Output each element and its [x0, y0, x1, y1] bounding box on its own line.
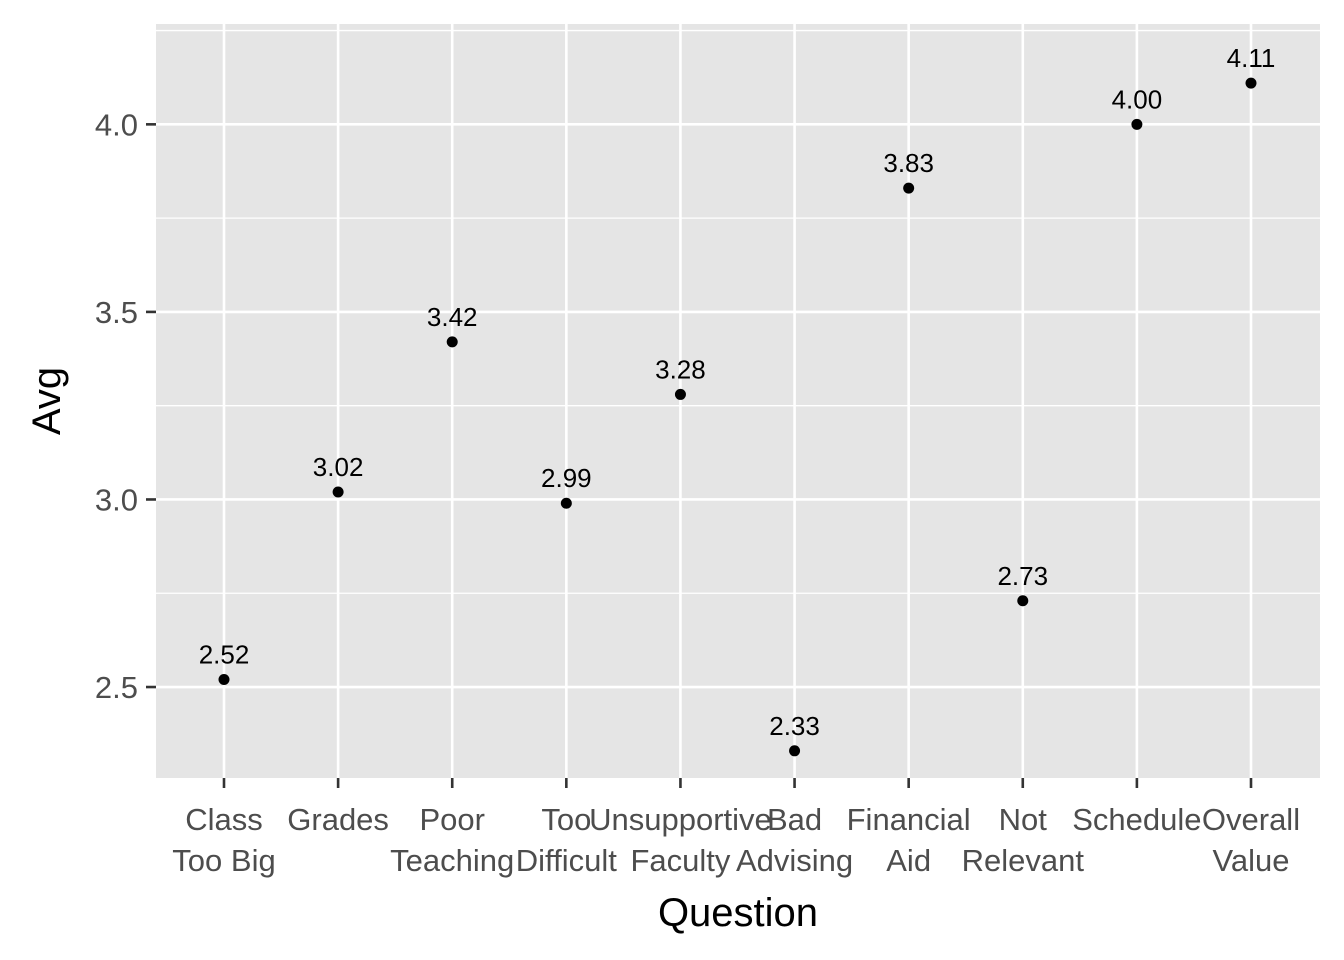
data-label: 4.11: [1227, 43, 1276, 73]
data-point: [1017, 595, 1029, 607]
data-point: [1245, 77, 1257, 89]
data-labels: 2.52 3.02 3.42 2.99 3.28 2.33 3.83 2.73 4.00 4.11: [199, 43, 1276, 741]
data-point: [1131, 118, 1143, 130]
y-axis-title: Avg: [25, 367, 69, 435]
x-tick-label-line: Teaching: [390, 843, 514, 878]
data-point: [674, 388, 686, 400]
x-tick-label-line: Financial: [847, 802, 971, 837]
x-tick-label: Financial Aid: [847, 802, 971, 878]
x-tick-label-line: Bad: [767, 802, 822, 837]
plot-panel: [156, 24, 1320, 778]
x-tick-label-line: Faculty: [630, 843, 730, 878]
y-tick-label: 3.0: [95, 482, 138, 517]
data-point: [332, 486, 344, 498]
data-label: 3.42: [427, 302, 478, 332]
x-tick-label-line: Schedule: [1072, 802, 1201, 837]
data-label: 3.02: [313, 452, 364, 482]
x-tick-label: Poor Teaching: [390, 802, 514, 878]
data-point: [218, 674, 230, 686]
data-label: 3.83: [883, 148, 934, 178]
data-label: 2.99: [541, 463, 592, 493]
x-tick-label-line: Grades: [287, 802, 389, 837]
x-tick-label-line: Overall: [1202, 802, 1300, 837]
x-tick-label-line: Too: [541, 802, 591, 837]
data-label: 2.52: [199, 640, 250, 670]
x-tick-label-line: Advising: [736, 843, 853, 878]
x-axis-ticks: Class Too Big Grades Poor Teaching Too Difficu…: [172, 778, 1300, 878]
data-label: 4.00: [1112, 84, 1163, 114]
x-tick-label-line: Aid: [886, 843, 931, 878]
major-gridlines: [156, 24, 1320, 778]
x-tick-label-line: Relevant: [962, 843, 1085, 878]
x-tick-label-line: Not: [999, 802, 1048, 837]
x-tick-label: Unsupportive Faculty: [589, 802, 772, 878]
x-tick-label: Overall Value: [1202, 802, 1300, 878]
data-label: 2.73: [997, 561, 1048, 591]
x-tick-label: Class Too Big: [172, 802, 275, 878]
data-point: [789, 745, 801, 757]
x-tick-label: Not Relevant: [962, 802, 1085, 878]
x-tick-label: Bad Advising: [736, 802, 853, 878]
x-tick-label-line: Poor: [419, 802, 484, 837]
minor-gridlines: [156, 29, 1320, 594]
data-point: [560, 497, 572, 509]
x-tick-label-line: Difficult: [516, 843, 617, 878]
x-tick-label: Too Difficult: [516, 802, 617, 878]
x-axis-title: Question: [658, 891, 818, 935]
data-points: [218, 77, 1257, 757]
x-tick-label-line: Too Big: [172, 843, 275, 878]
data-point: [903, 182, 915, 194]
x-tick-label-line: Class: [185, 802, 263, 837]
y-tick-label: 4.0: [95, 107, 138, 142]
data-point: [446, 336, 458, 348]
x-tick-label-line: Unsupportive: [589, 802, 772, 837]
y-tick-label: 3.5: [95, 295, 138, 330]
x-tick-label-line: Value: [1213, 843, 1290, 878]
y-axis-ticks: 2.5 3.0 3.5 4.0: [95, 107, 156, 705]
y-tick-label: 2.5: [95, 670, 138, 705]
x-tick-label: Grades: [287, 802, 389, 837]
data-label: 3.28: [655, 354, 706, 384]
data-label: 2.33: [769, 711, 820, 741]
x-tick-label: Schedule: [1072, 802, 1201, 837]
